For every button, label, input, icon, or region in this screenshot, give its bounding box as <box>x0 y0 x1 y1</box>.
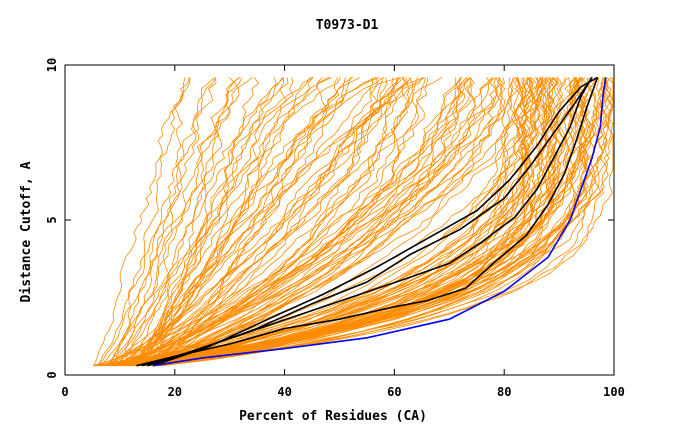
background-curve <box>121 77 531 367</box>
background-curve <box>97 77 216 366</box>
background-curve <box>109 77 586 367</box>
x-tick-label: 100 <box>603 385 625 399</box>
background-curve <box>102 77 609 367</box>
background-curve <box>115 77 284 366</box>
background-curve <box>153 77 605 367</box>
background-curve <box>152 77 591 367</box>
chart-title: T0973-D1 <box>316 18 379 33</box>
y-tick-label: 5 <box>45 216 59 223</box>
background-curve <box>112 77 413 367</box>
background-curve <box>134 77 289 366</box>
x-tick-label: 40 <box>277 385 291 399</box>
background-curve <box>122 77 614 367</box>
background-curve <box>108 77 330 367</box>
background-curve <box>136 77 380 367</box>
background-curve <box>161 77 607 367</box>
background-curve <box>125 77 398 367</box>
background-curve <box>132 77 614 367</box>
background-curve <box>96 77 253 366</box>
background-curve <box>139 77 552 367</box>
background-curve <box>114 77 191 366</box>
background-curve <box>127 77 239 366</box>
background-curve <box>154 77 498 367</box>
background-curve <box>134 77 469 367</box>
background-curve <box>108 77 240 366</box>
background-curve <box>113 77 505 367</box>
background-curve <box>115 77 496 367</box>
highlight-curve-black <box>152 76 598 367</box>
background-curve <box>131 77 294 366</box>
background-curve <box>106 77 425 367</box>
x-tick-label: 20 <box>168 385 182 399</box>
background-curve <box>146 77 461 367</box>
background-curve <box>96 77 614 367</box>
background-curve <box>135 77 361 366</box>
background-curve <box>133 77 549 367</box>
y-tick-label: 0 <box>45 371 59 378</box>
background-curve <box>150 77 401 366</box>
background-curve <box>135 77 476 367</box>
background-curve <box>144 77 341 366</box>
x-tick-label: 60 <box>387 385 401 399</box>
background-curve <box>159 77 377 367</box>
background-curve <box>111 77 557 367</box>
background-curve <box>96 77 547 367</box>
background-curve <box>148 77 419 367</box>
background-curve <box>119 77 462 367</box>
background-curve <box>121 77 240 366</box>
background-curve <box>93 77 190 366</box>
background-curve <box>109 77 545 367</box>
background-curve <box>126 77 500 367</box>
highlight-curve-black <box>147 76 593 367</box>
highlight-curve-black <box>136 77 599 367</box>
background-curve <box>148 77 531 367</box>
background-curve <box>117 77 589 367</box>
y-tick-label: 10 <box>45 58 59 72</box>
background-curve <box>95 77 471 367</box>
curves-layer <box>92 76 614 367</box>
highlight-curve-blue <box>152 77 607 367</box>
background-curve <box>103 77 333 367</box>
background-curve <box>95 77 526 367</box>
background-curve <box>156 77 614 367</box>
background-curve <box>93 77 557 367</box>
background-curve <box>100 77 584 367</box>
y-axis-label: Distance Cutoff, A <box>19 161 34 302</box>
background-curve <box>106 77 215 366</box>
background-curve <box>93 77 464 367</box>
background-curve <box>140 77 283 366</box>
background-curve <box>124 77 612 367</box>
background-curve <box>121 77 551 367</box>
x-tick-label: 80 <box>497 385 511 399</box>
background-curve <box>161 77 574 367</box>
background-curve <box>103 77 405 367</box>
background-curve <box>146 77 395 367</box>
x-axis-label: Percent of Residues (CA) <box>239 409 427 424</box>
background-curve <box>119 77 402 367</box>
background-curve <box>92 77 472 367</box>
background-curve <box>112 77 516 367</box>
background-curve <box>128 77 471 367</box>
background-curve <box>149 77 467 367</box>
x-tick-label: 0 <box>61 385 68 399</box>
background-curve <box>101 77 313 366</box>
axis-ticks: 0 20 40 60 80 100 0 5 10 <box>45 58 625 399</box>
background-curve <box>128 77 352 367</box>
background-curve <box>115 77 423 367</box>
background-curve <box>112 77 520 367</box>
background-curve <box>125 77 477 367</box>
